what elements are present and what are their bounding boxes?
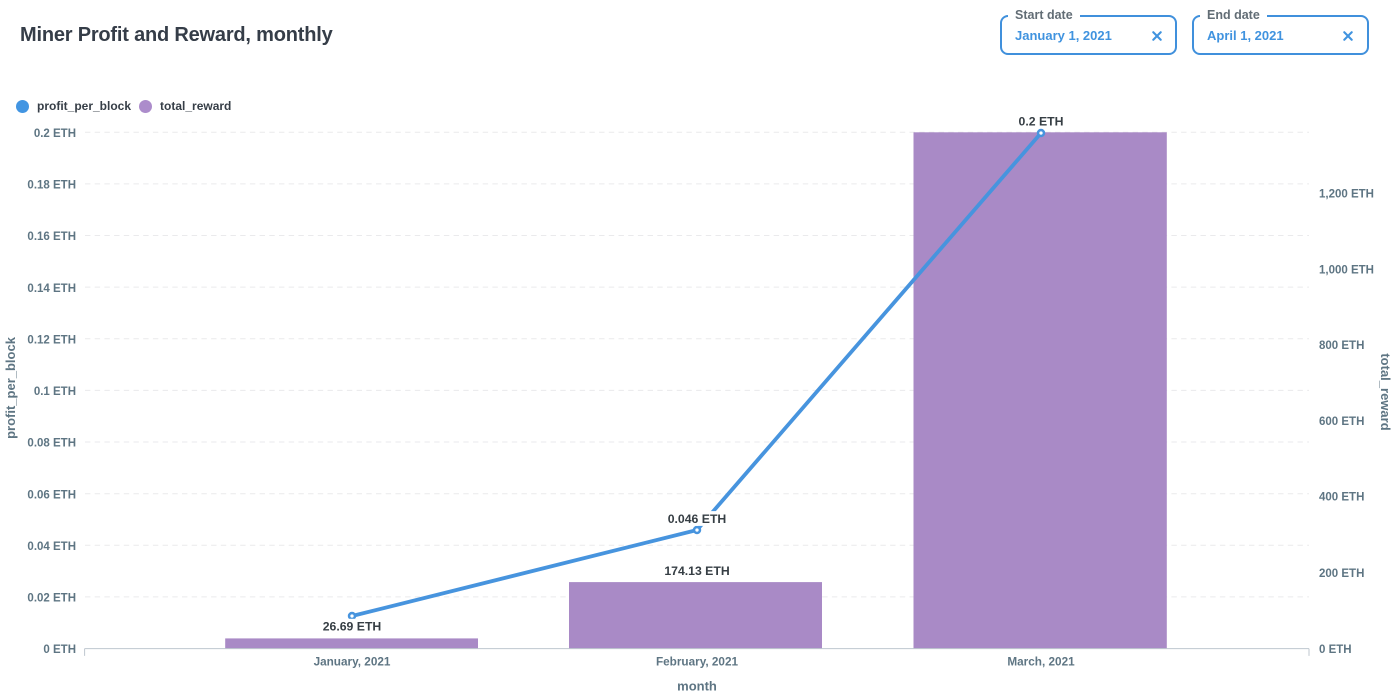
svg-text:0.18 ETH: 0.18 ETH <box>27 180 76 192</box>
svg-text:total_reward: total_reward <box>1378 353 1393 430</box>
svg-text:800 ETH: 800 ETH <box>1319 340 1364 352</box>
svg-text:0.02 ETH: 0.02 ETH <box>27 593 76 605</box>
svg-text:0.14 ETH: 0.14 ETH <box>27 283 76 295</box>
svg-text:0.046 ETH: 0.046 ETH <box>668 512 727 526</box>
svg-text:174.13 ETH: 174.13 ETH <box>664 564 730 578</box>
svg-text:26.69 ETH: 26.69 ETH <box>323 620 382 634</box>
svg-text:0.04 ETH: 0.04 ETH <box>27 541 76 553</box>
svg-text:1,200 ETH: 1,200 ETH <box>1319 189 1374 201</box>
svg-text:0 ETH: 0 ETH <box>1319 644 1352 656</box>
svg-text:month: month <box>677 679 717 694</box>
svg-text:0.06 ETH: 0.06 ETH <box>27 489 76 501</box>
svg-text:0.08 ETH: 0.08 ETH <box>27 438 76 450</box>
svg-text:0.2 ETH: 0.2 ETH <box>34 128 76 140</box>
svg-text:March, 2021: March, 2021 <box>1007 656 1075 669</box>
svg-text:profit_per_block: profit_per_block <box>3 336 18 439</box>
svg-text:1,000 ETH: 1,000 ETH <box>1319 264 1374 276</box>
svg-text:February, 2021: February, 2021 <box>656 656 739 669</box>
svg-text:0.2 ETH: 0.2 ETH <box>1019 115 1064 129</box>
svg-text:0.12 ETH: 0.12 ETH <box>27 334 76 346</box>
svg-text:600 ETH: 600 ETH <box>1319 416 1364 428</box>
svg-text:January, 2021: January, 2021 <box>314 656 391 669</box>
svg-text:400 ETH: 400 ETH <box>1319 492 1364 504</box>
svg-text:0 ETH: 0 ETH <box>43 644 76 656</box>
svg-text:0.16 ETH: 0.16 ETH <box>27 231 76 243</box>
svg-text:200 ETH: 200 ETH <box>1319 568 1364 580</box>
svg-text:0.1 ETH: 0.1 ETH <box>34 386 76 398</box>
